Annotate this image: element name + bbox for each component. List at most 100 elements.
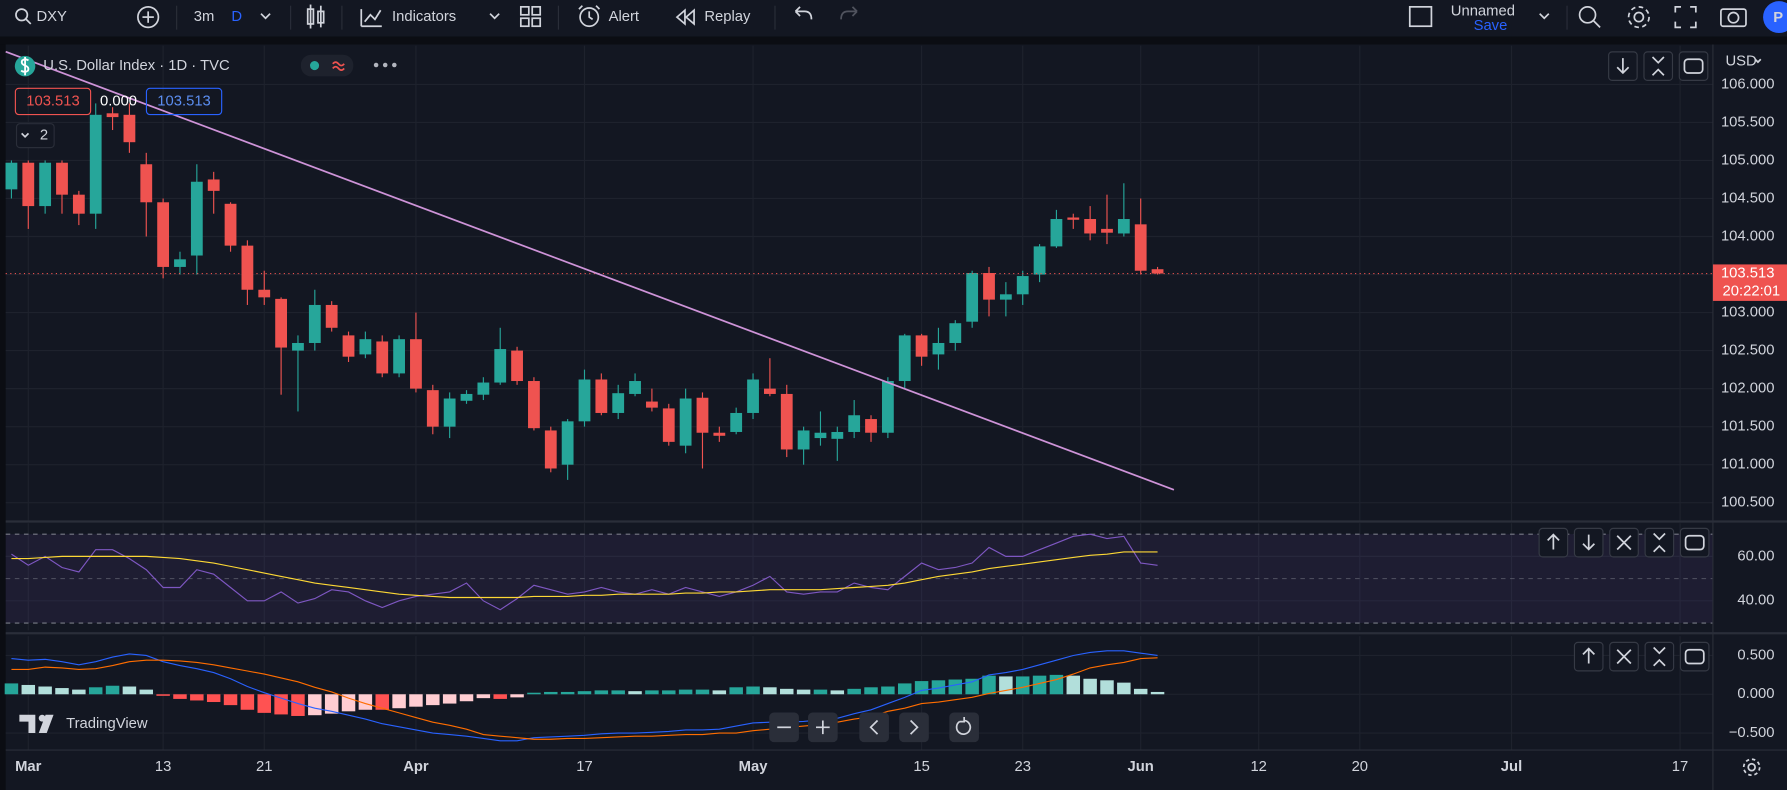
y-tick-label: 101.000 [1721,457,1774,473]
timeframe[interactable]: D [231,9,242,25]
collapse[interactable] [1644,641,1675,672]
legend-toggle[interactable] [15,123,55,149]
candle-body [174,259,186,267]
compare-button[interactable] [137,5,160,29]
y-tick-label: 0.500 [1737,647,1774,663]
avatar[interactable] [1763,1,1787,34]
save-label[interactable]: Save [1474,18,1508,34]
chevron[interactable] [21,132,30,139]
alert-icon[interactable] [578,5,601,28]
layout-icon[interactable] [1408,5,1433,28]
reset-icon[interactable] [955,717,972,735]
candle-body [881,381,894,433]
symbol[interactable]: DXY [36,9,67,25]
candle-body [342,335,355,357]
fullscreen-button[interactable] [1674,5,1697,29]
watermark-text: TradingView [66,716,148,732]
templates-button[interactable] [519,5,542,28]
symbol-search[interactable]: DXY [15,8,67,25]
chevron[interactable] [260,13,271,20]
close-icon[interactable] [1616,535,1632,551]
arrow-icon[interactable] [1547,533,1560,550]
candle-body [898,335,911,382]
collapse[interactable] [1643,51,1674,81]
y-tick-label: 105.000 [1721,152,1774,168]
last-price-tag [1712,264,1787,301]
candle-body [443,398,456,427]
legend-count[interactable]: 2 [40,128,48,144]
histogram-bar [476,694,491,699]
settings-button[interactable] [1627,5,1650,29]
chevron[interactable] [1754,58,1762,64]
buy-price[interactable]: 103.513 [157,93,210,109]
x-tick-label: Mar [15,759,42,775]
x-tick-label: Apr [403,759,429,775]
sell-box[interactable] [14,87,92,116]
currency[interactable]: USD [1725,53,1756,69]
histogram-bar [1032,675,1047,695]
right-icon[interactable] [909,719,919,735]
scroll-right[interactable] [899,712,929,743]
indicators-icon[interactable] [360,9,382,28]
candle-body [696,397,709,433]
undo-button[interactable] [794,6,813,20]
y-tick-label: 101.500 [1721,419,1774,435]
y-tick-label: 103.000 [1721,304,1774,320]
alert-button[interactable]: Alert [609,9,639,25]
collapse-icon[interactable] [1651,56,1665,76]
maximize-icon[interactable] [1683,58,1704,74]
collapse-icon[interactable] [1653,532,1666,553]
buy-box[interactable] [145,87,223,116]
x-tick-label: Jul [1501,759,1522,775]
arrow-icon[interactable] [1616,58,1630,75]
y-tick-label: 60.00 [1737,548,1774,564]
collapse-icon[interactable] [1653,646,1666,667]
layout-name[interactable]: Unnamed [1451,3,1515,19]
maximize-icon[interactable] [1684,648,1705,665]
chevron[interactable] [489,13,500,20]
collapse[interactable] [1644,527,1675,558]
indicators-button[interactable]: Indicators [392,9,456,25]
scroll-left[interactable] [859,712,889,743]
left-icon[interactable] [869,719,879,735]
redo-button[interactable] [840,6,858,20]
maximize-icon[interactable] [1684,534,1705,551]
histogram-bar [645,690,659,695]
histogram-bar [1066,675,1081,695]
arrow-icon[interactable] [1582,534,1596,551]
histogram-bar [712,690,727,695]
plus-icon[interactable] [816,720,830,735]
arrow-icon[interactable] [1582,647,1596,664]
histogram-bar [21,684,36,695]
y-tick-label: 106.000 [1721,76,1774,92]
range[interactable]: 3m [194,9,215,25]
avatar-letter[interactable]: P [1773,10,1783,26]
snapshot-button[interactable] [1720,8,1747,28]
status-pill[interactable] [300,54,354,77]
y-tick-label: 104.500 [1721,190,1774,206]
histogram-bar [341,694,356,712]
sell-price[interactable]: 103.513 [26,93,79,109]
rsi-pane-buttons [1538,527,1710,558]
histogram-bar [965,678,979,695]
candle-body [848,415,861,432]
more-button[interactable] [373,62,397,68]
candle-body [747,379,759,413]
y-tick-label: 0.000 [1737,686,1774,702]
histogram-bar [847,688,861,695]
reset-view[interactable] [949,712,979,743]
candle-body [477,382,490,395]
candle-body [983,273,995,300]
candle-body [1050,219,1063,247]
replay-button[interactable]: Replay [704,9,751,25]
histogram-bar [560,691,575,695]
quick-search[interactable] [1578,5,1601,28]
axis-settings[interactable] [1742,758,1761,777]
candle-body [915,335,928,357]
histogram-bar [139,689,154,695]
chart-type-button[interactable] [306,4,325,29]
replay-icon[interactable] [675,8,695,26]
close-icon[interactable] [1616,649,1632,665]
chevron[interactable] [1539,13,1550,20]
